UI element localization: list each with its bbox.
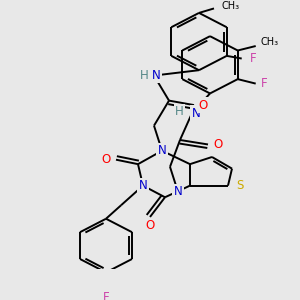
Text: H: H: [140, 69, 148, 82]
Text: N: N: [139, 179, 147, 192]
Text: S: S: [236, 179, 243, 192]
Text: CH₃: CH₃: [222, 1, 240, 11]
Text: F: F: [250, 52, 256, 65]
Text: O: O: [213, 138, 223, 151]
Text: O: O: [146, 219, 154, 232]
Text: N: N: [152, 69, 160, 82]
Text: O: O: [198, 99, 208, 112]
Text: F: F: [103, 291, 109, 300]
Text: N: N: [174, 185, 182, 198]
Text: N: N: [192, 106, 200, 120]
Text: N: N: [139, 179, 147, 192]
Text: H: H: [175, 105, 184, 118]
Text: N: N: [158, 144, 166, 157]
Text: CH₃: CH₃: [261, 37, 279, 46]
Text: N: N: [158, 144, 166, 157]
Text: O: O: [101, 153, 111, 166]
Text: F: F: [261, 77, 267, 90]
